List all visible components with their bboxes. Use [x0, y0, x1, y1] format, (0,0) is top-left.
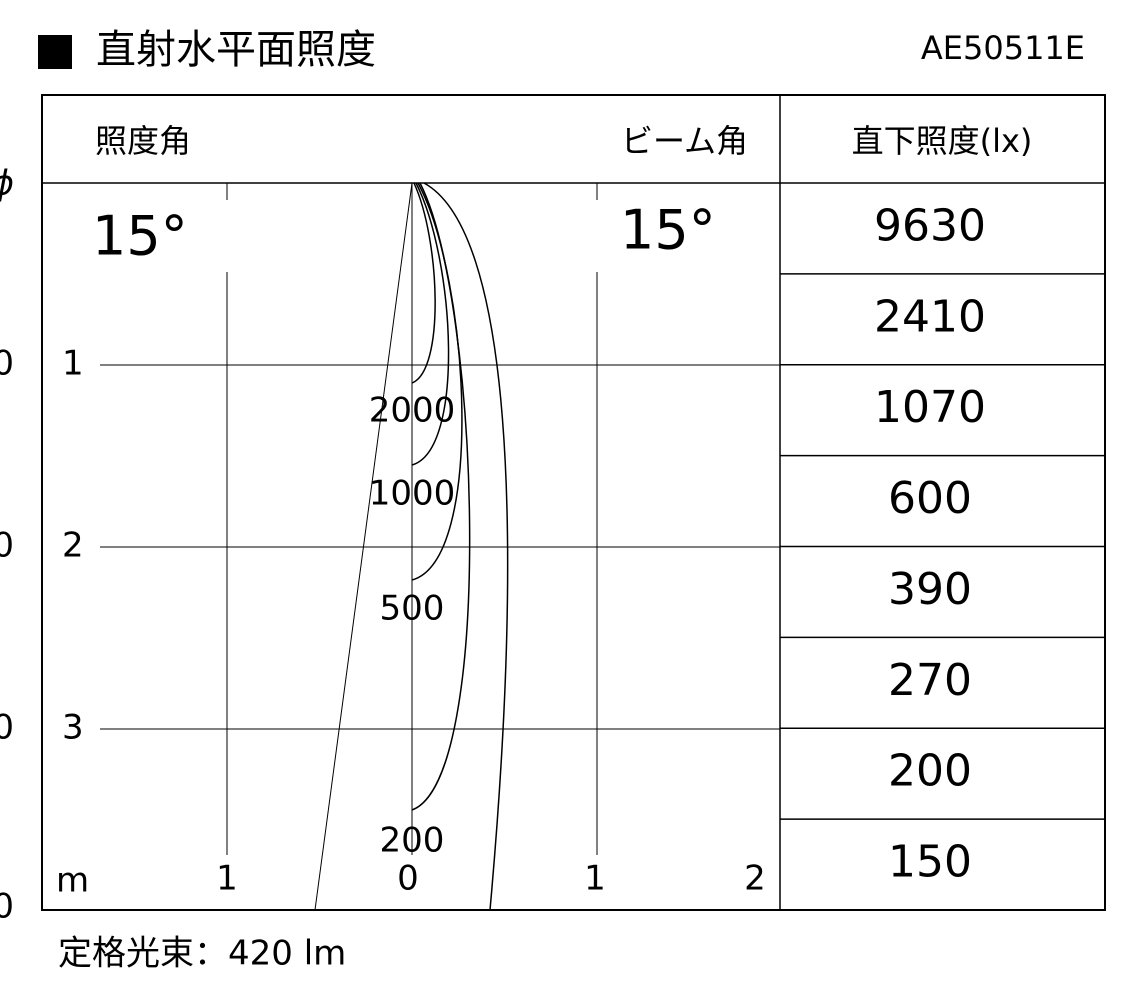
header-cell: 直下照度(lx) — [852, 122, 1033, 160]
edge-label: 0 — [0, 887, 14, 927]
x-label: 2 — [744, 859, 766, 899]
contours — [314, 182, 509, 911]
illuminance-value: 390 — [888, 564, 972, 615]
contour — [411, 182, 450, 466]
edge-label: 0 — [0, 526, 14, 566]
table-rows: 9630 2410 1070 600 390 270 200 150 — [780, 200, 1105, 888]
illuminance-value: 1070 — [874, 382, 986, 433]
grid — [100, 183, 780, 855]
edge-label: 0 — [0, 344, 14, 384]
x-label: 1 — [216, 859, 238, 899]
edge-labels: ϕ 0 0 0 0 — [0, 164, 14, 927]
contour-label: 2000 — [369, 391, 456, 431]
contour-label: 500 — [380, 589, 445, 629]
footer: 定格光束：420 lm — [58, 934, 346, 974]
x-label: 0 — [397, 859, 419, 899]
illuminance-value: 2410 — [874, 291, 986, 342]
y-label: 3 — [62, 708, 84, 748]
edge-label: 0 — [0, 708, 14, 748]
model: AE50511E — [921, 29, 1085, 67]
title: 直射水平面照度 — [96, 27, 376, 73]
illuminance-value: 9630 — [874, 200, 986, 251]
contour-labels: 2000 1000 500 200 — [369, 391, 456, 861]
angle: 15° — [620, 199, 716, 262]
beam-line — [314, 182, 413, 911]
y-label: 1 — [62, 344, 84, 384]
contour — [411, 182, 436, 384]
contour-label: 1000 — [369, 474, 456, 514]
axis-labels: 1 2 3 m 1 0 1 2 — [56, 344, 766, 901]
edge-label: ϕ — [0, 164, 14, 204]
angle: 15° — [92, 205, 188, 268]
illuminance-value: 270 — [888, 655, 972, 706]
contour — [411, 182, 463, 581]
header-cell: ビーム角 — [621, 122, 748, 160]
x-label: 1 — [584, 859, 606, 899]
frame — [41, 94, 1106, 911]
illuminance-value: 600 — [888, 473, 972, 524]
illuminance-value: 150 — [888, 837, 972, 888]
x-label: m — [56, 861, 89, 901]
header-cell: 照度角 — [95, 122, 191, 160]
contour — [411, 182, 471, 811]
contour — [423, 182, 509, 911]
illuminance-value: 200 — [888, 746, 972, 797]
title-square — [38, 35, 72, 69]
y-label: 2 — [62, 526, 84, 566]
contour-label: 200 — [380, 821, 445, 861]
